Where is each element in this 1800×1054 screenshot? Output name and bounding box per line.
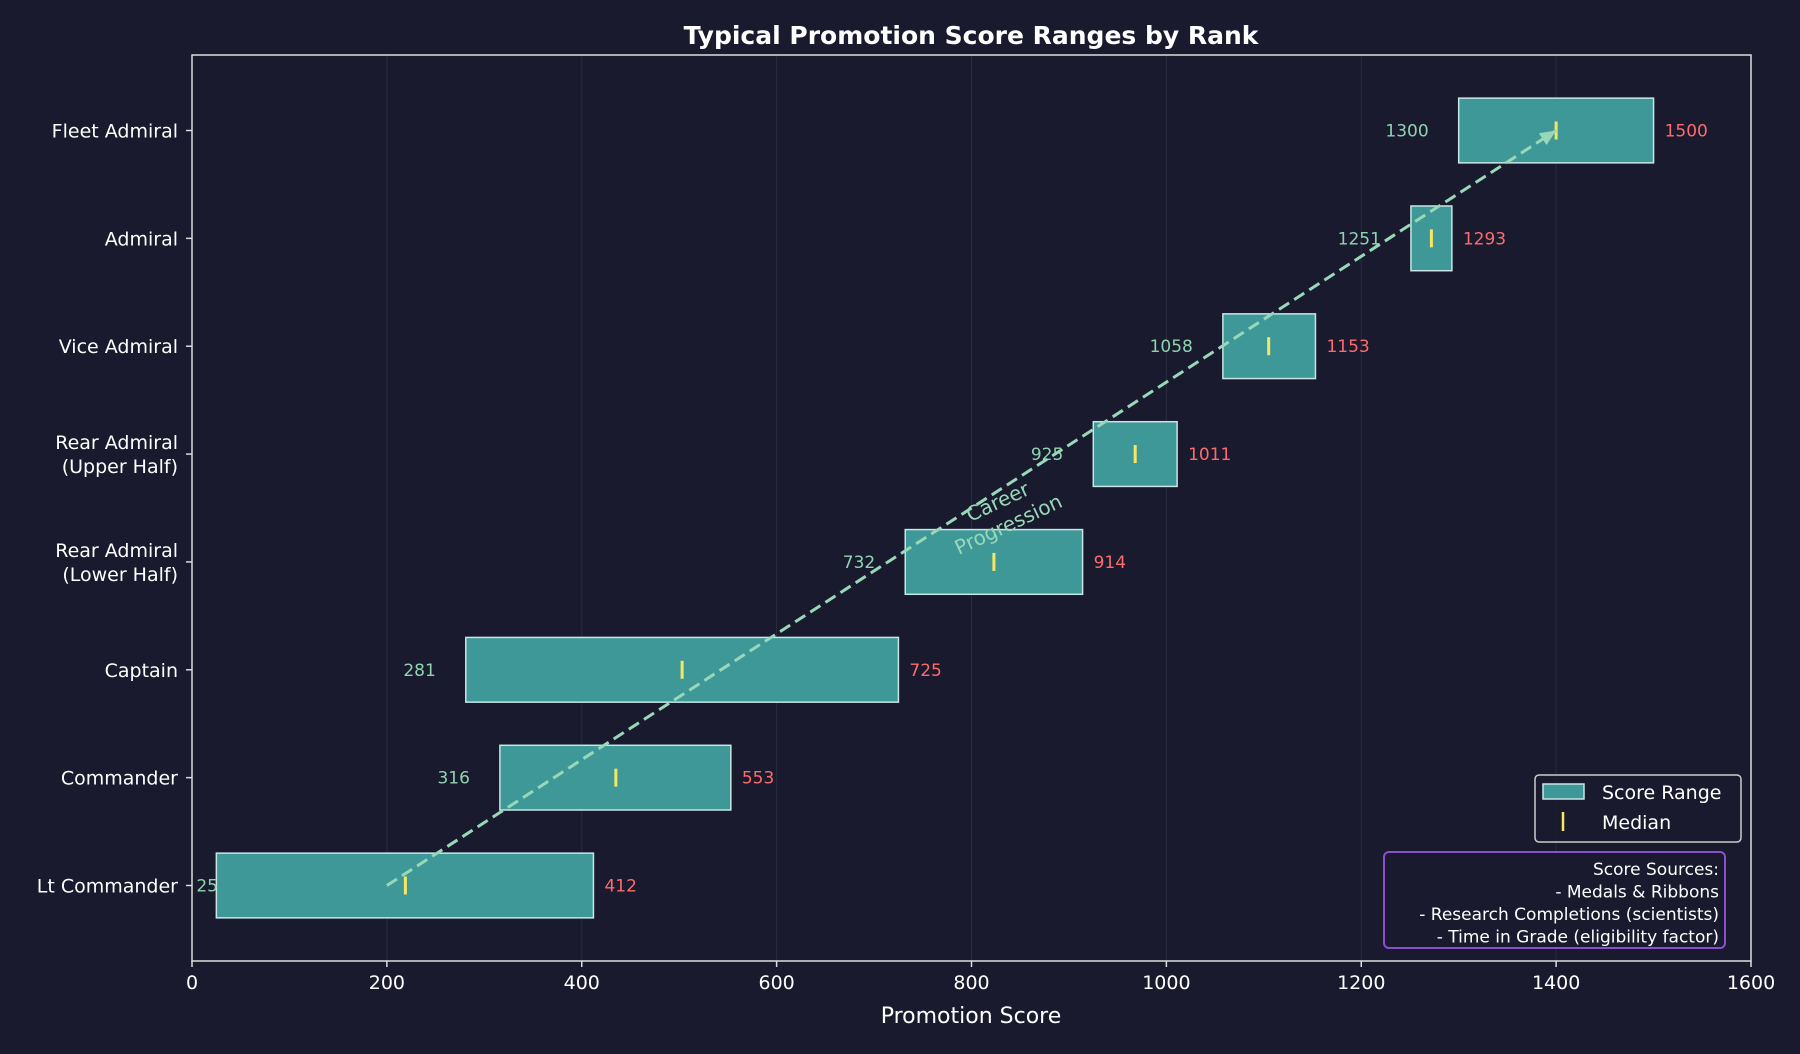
max-label: 1011: [1188, 445, 1231, 465]
plot-frame: [191, 54, 1752, 962]
x-axis-label: Promotion Score: [881, 1004, 1062, 1029]
min-label: 925: [1031, 445, 1063, 465]
legend-label: Median: [1602, 812, 1671, 834]
arrow-line: [386, 129, 1557, 887]
legend-label: Score Range: [1602, 782, 1721, 804]
legend-frame: [1534, 774, 1742, 843]
max-label: 412: [604, 877, 636, 897]
info-line: - Medals & Ribbons: [1555, 883, 1719, 903]
x-tick-label: 1400: [1532, 972, 1580, 994]
y-tick-label: Rear Admiral (Lower Half): [55, 540, 178, 586]
x-tick-label: 200: [369, 972, 405, 994]
y-tick-label: Captain: [105, 660, 178, 682]
x-tick-label: 400: [564, 972, 600, 994]
x-tick-label: 1000: [1142, 972, 1190, 994]
min-label: 1300: [1385, 122, 1428, 142]
value-labels: 25 412 316 553 281 725 732 914 925 1011 1058 1153 12…: [196, 122, 1707, 897]
info-box: Score Sources: - Medals & Ribbons- Resear…: [1383, 851, 1726, 949]
chart-title: Typical Promotion Score Ranges by Rank: [684, 21, 1260, 50]
max-label: 725: [909, 661, 941, 681]
x-tick-label: 600: [758, 972, 794, 994]
y-tick-label: Lt Commander: [37, 876, 178, 898]
max-label: 914: [1094, 553, 1126, 573]
legend: Score Range Median: [1534, 774, 1742, 843]
min-label: 732: [843, 553, 875, 573]
x-tick-label: 0: [186, 972, 198, 994]
y-tick-label: Commander: [61, 768, 178, 790]
info-line: Score Sources:: [1593, 860, 1719, 880]
min-label: 1251: [1338, 229, 1381, 249]
info-box-frame: [1383, 851, 1726, 949]
min-label: 1058: [1150, 337, 1193, 357]
gridlines: [386, 55, 1557, 961]
min-label: 316: [437, 769, 469, 789]
max-label: 553: [742, 769, 774, 789]
max-label: 1153: [1326, 337, 1369, 357]
y-tick-label: Admiral: [105, 228, 178, 250]
min-label: 25: [196, 877, 218, 897]
arrow-head: [1538, 130, 1557, 146]
y-tick-label: Fleet Admiral: [52, 121, 178, 143]
info-line: - Time in Grade (eligibility factor): [1437, 928, 1719, 948]
max-label: 1293: [1463, 229, 1506, 249]
x-tick-label: 1600: [1727, 972, 1775, 994]
max-label: 1500: [1665, 122, 1708, 142]
min-label: 281: [403, 661, 435, 681]
bars: [215, 97, 1655, 919]
y-tick-label: Vice Admiral: [59, 336, 178, 358]
info-line: - Research Completions (scientists): [1419, 905, 1719, 925]
x-tick-label: 1200: [1337, 972, 1385, 994]
axes: Lt Commander Commander Captain Rear Admiral…: [37, 54, 1775, 994]
legend-swatch-range: [1542, 783, 1585, 800]
y-tick-label: Rear Admiral (Upper Half): [55, 432, 178, 478]
x-tick-label: 800: [953, 972, 989, 994]
